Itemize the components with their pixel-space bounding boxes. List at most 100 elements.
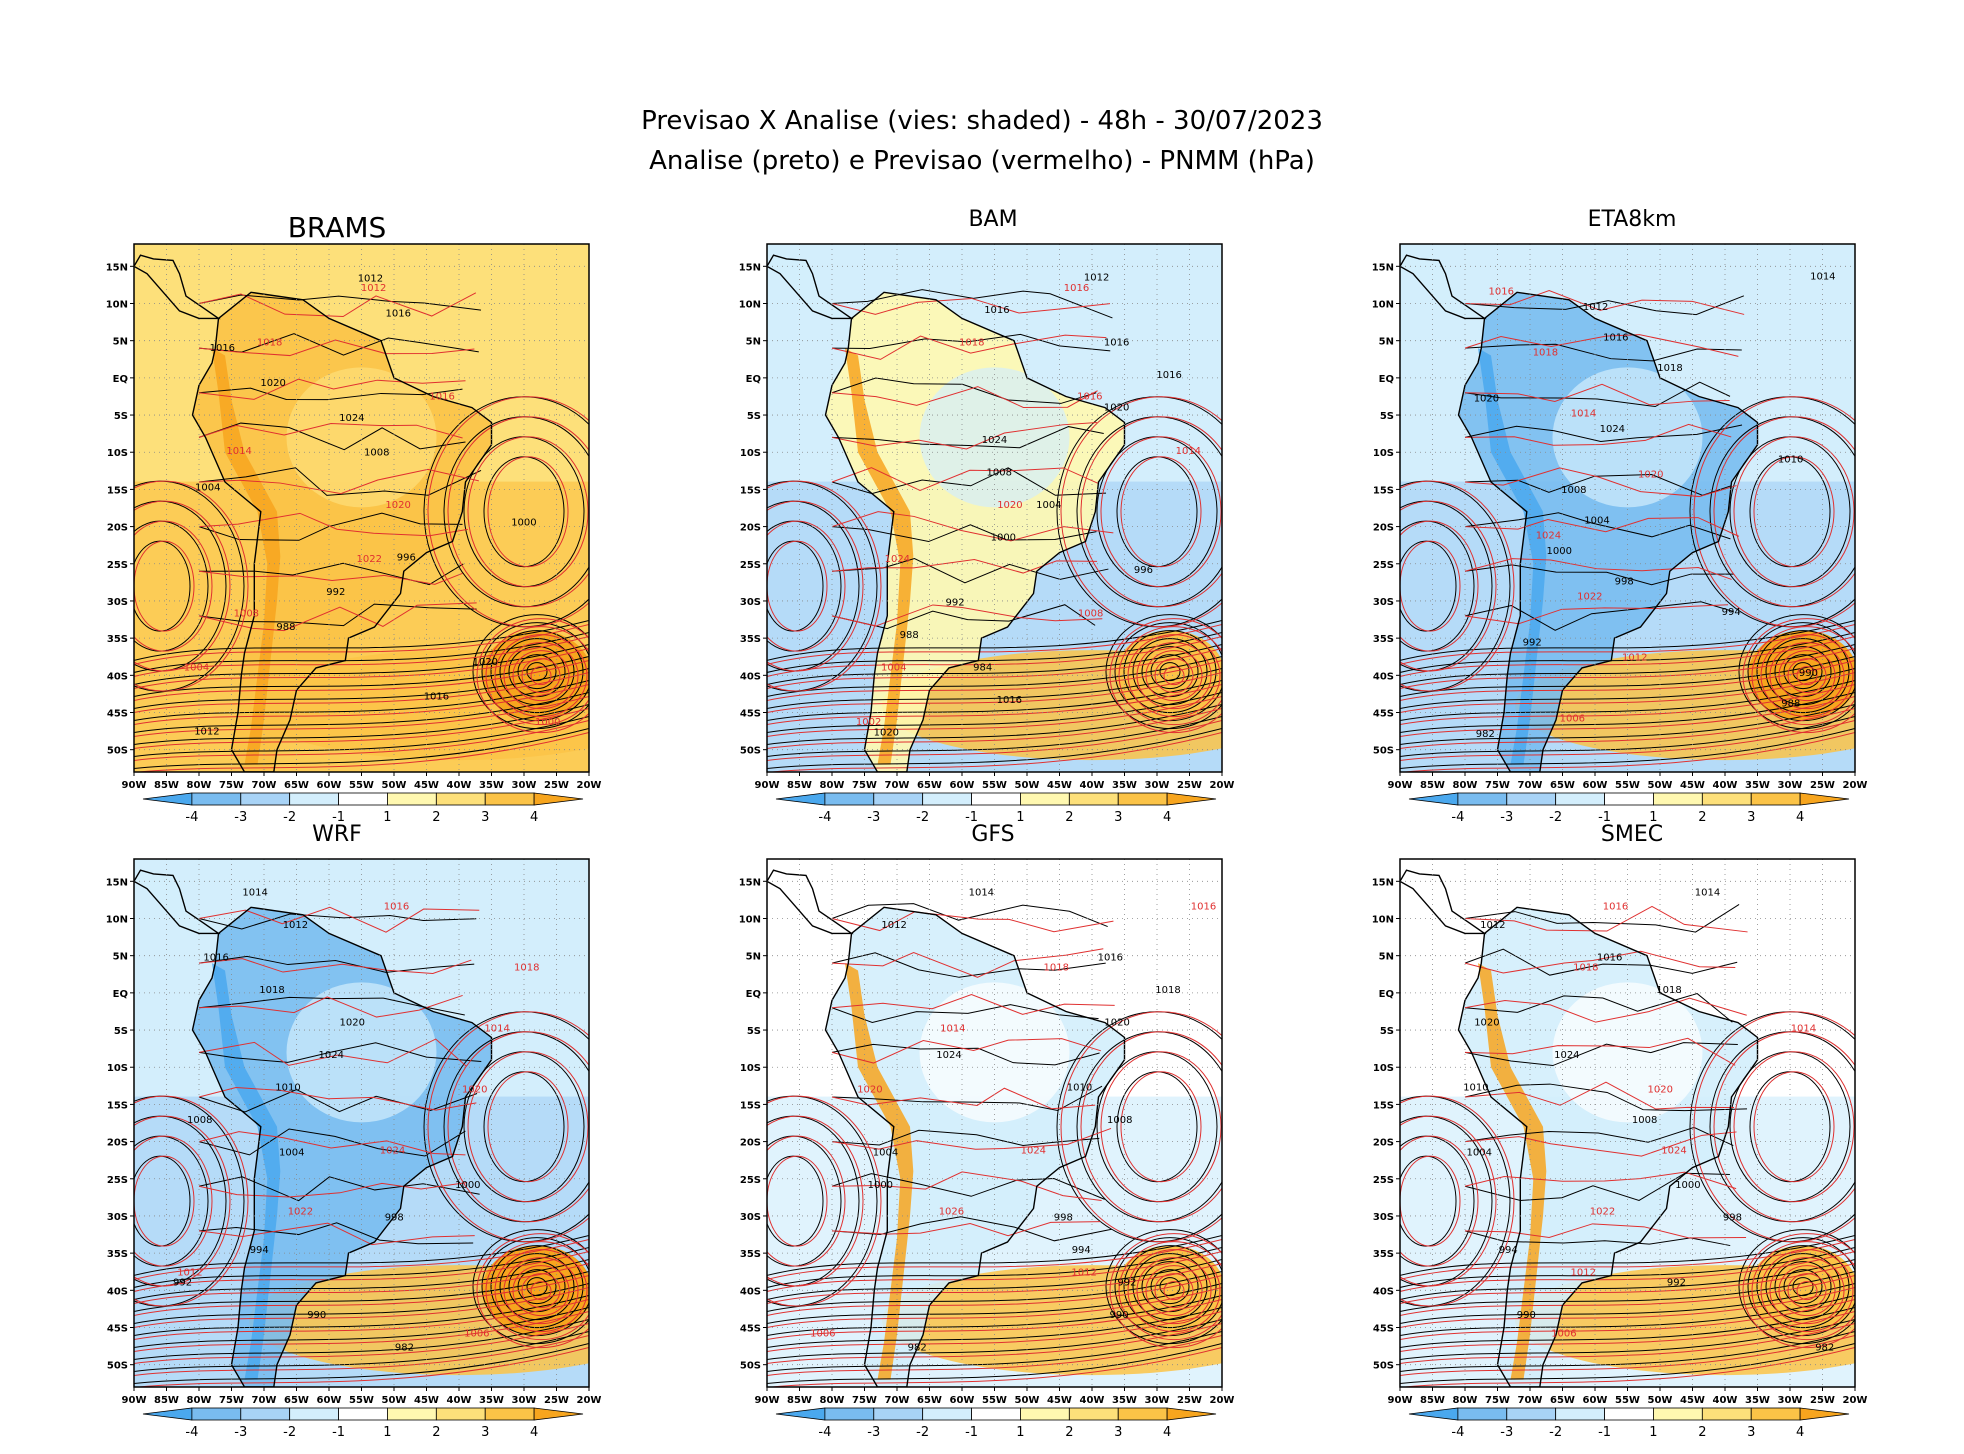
isobar-label: 1022 [1577,592,1602,603]
colorbar-swatch [1068,792,1119,806]
colorbar-swatch [922,792,972,806]
lat-tick-label: 30S [107,597,128,608]
lon-tick-label: 60W [317,1395,342,1406]
lon-tick-label: 25W [544,1395,569,1406]
figure-title: Previsao X Analise (vies: shaded) - 48h … [641,106,1323,136]
lat-tick-label: 10S [1373,1063,1394,1074]
lon-tick-label: 40W [1080,1395,1105,1406]
lat-tick-label: 15N [106,262,128,273]
isobar-label: 1018 [1573,963,1598,974]
lat-tick-label: 40S [1373,1286,1394,1297]
lat-tick-label: 10S [1373,448,1394,459]
lon-tick-label: 60W [950,1395,975,1406]
isobar-label: 1016 [384,902,409,913]
colorbar-label: 1 [1016,1425,1024,1440]
coastline [191,291,493,772]
isobar-label: 1010 [275,1083,300,1094]
isobar-label: 1012 [361,283,386,294]
colorbar-swatch [435,1407,486,1421]
colorbar-swatch [142,792,193,806]
isobar-label: 998 [1054,1213,1073,1224]
isobar-label: 1014 [940,1024,965,1035]
isobar-label: 1012 [1480,920,1505,931]
lat-tick-label: 40S [107,1286,128,1297]
colorbar-swatch [1020,1407,1070,1421]
colorbar-swatch [1408,1407,1459,1421]
colorbar-swatch [1653,1407,1703,1421]
isobar-label: 1004 [1584,515,1609,526]
colorbar-swatch [240,1407,291,1421]
isobar-label: 1024 [982,435,1007,446]
lat-tick-label: 50S [107,746,128,757]
isobar-label: 992 [1523,637,1542,648]
lat-tick-label: 10S [740,1063,761,1074]
isobar-label: 1004 [1036,500,1061,511]
isobar-label: 1008 [1632,1115,1657,1126]
lat-tick-label: 35S [740,1249,761,1260]
lat-tick-label: EQ [746,989,761,1000]
lon-tick-label: 55W [1615,780,1640,791]
isobar-label: 1008 [187,1115,212,1126]
isobar-label: 1020 [857,1085,882,1096]
lat-tick-label: 40S [740,671,761,682]
isobar-label: 1004 [1467,1148,1492,1159]
lon-tick-label: 35W [1112,780,1137,791]
lat-tick-label: 25S [1373,1175,1394,1186]
isobar-label: 1016 [386,308,411,319]
panel-title-eta8km: ETA8km [1587,207,1677,232]
colorbar-swatch [240,792,291,806]
isobar-label: 1012 [1571,1268,1596,1279]
lon-tick-label: 30W [512,780,537,791]
lon-tick-label: 50W [382,780,407,791]
colorbar-label: 2 [1698,1425,1706,1440]
colorbar-swatch [387,1407,437,1421]
lat-tick-label: 10N [106,914,128,925]
lon-tick-label: 55W [982,780,1007,791]
isobar-label: 1024 [1661,1146,1686,1157]
isobar-label: 992 [326,587,345,598]
isobar-label: 1006 [1560,714,1585,725]
colorbar-swatch [922,1407,972,1421]
isobar-label: 1016 [1064,283,1089,294]
isobar-label: 992 [1117,1278,1136,1289]
lat-tick-label: 15N [739,877,761,888]
isobar-label: 994 [1072,1245,1091,1256]
lon-tick-label: 55W [982,1395,1007,1406]
colorbar-brams: -4 -3 -2 -1 1 2 3 4 [142,792,584,835]
lon-tick-label: 20W [1843,780,1868,791]
isobar-label: 1018 [1155,985,1180,996]
lon-tick-label: 75W [852,780,877,791]
colorbar-label: -2 [1549,810,1562,825]
lat-tick-label: EQ [1379,374,1394,385]
lon-tick-label: 75W [1485,780,1510,791]
isobar-label: 1010 [1778,454,1803,465]
isobar-label: 1000 [535,717,560,728]
lon-tick-label: 80W [820,1395,845,1406]
isobar-label: 1008 [1561,485,1586,496]
isobar-label: 1018 [1657,363,1682,374]
colorbar-swatch [1750,1407,1801,1421]
lat-tick-label: 20S [740,1138,761,1149]
lon-tick-label: 30W [1145,780,1170,791]
colorbar-label: 2 [1065,810,1073,825]
colorbar-swatch [824,1407,875,1421]
lat-tick-label: 15S [107,485,128,496]
lat-tick-label: 30S [740,597,761,608]
isobar-label: 1024 [885,554,910,565]
lat-tick-label: 20S [740,523,761,534]
lon-tick-label: 35W [1745,780,1770,791]
isobar-label: 1016 [429,392,454,403]
lat-tick-label: 10N [1372,299,1394,310]
isobar-label: 1006 [464,1329,489,1340]
colorbar-swatch [1701,1407,1752,1421]
colorbar-swatch [1799,1407,1850,1421]
isobar-label: 1014 [1810,271,1835,282]
lat-tick-label: 5N [1379,337,1394,348]
lat-tick-label: 5S [1380,411,1394,422]
colorbar-swatch [191,1407,242,1421]
isobar-label: 1012 [881,920,906,931]
lon-tick-label: 35W [479,780,504,791]
colorbar-label: 1 [1649,810,1657,825]
lat-lon-grid [1400,859,1855,1387]
colorbar-label: -3 [234,810,247,825]
